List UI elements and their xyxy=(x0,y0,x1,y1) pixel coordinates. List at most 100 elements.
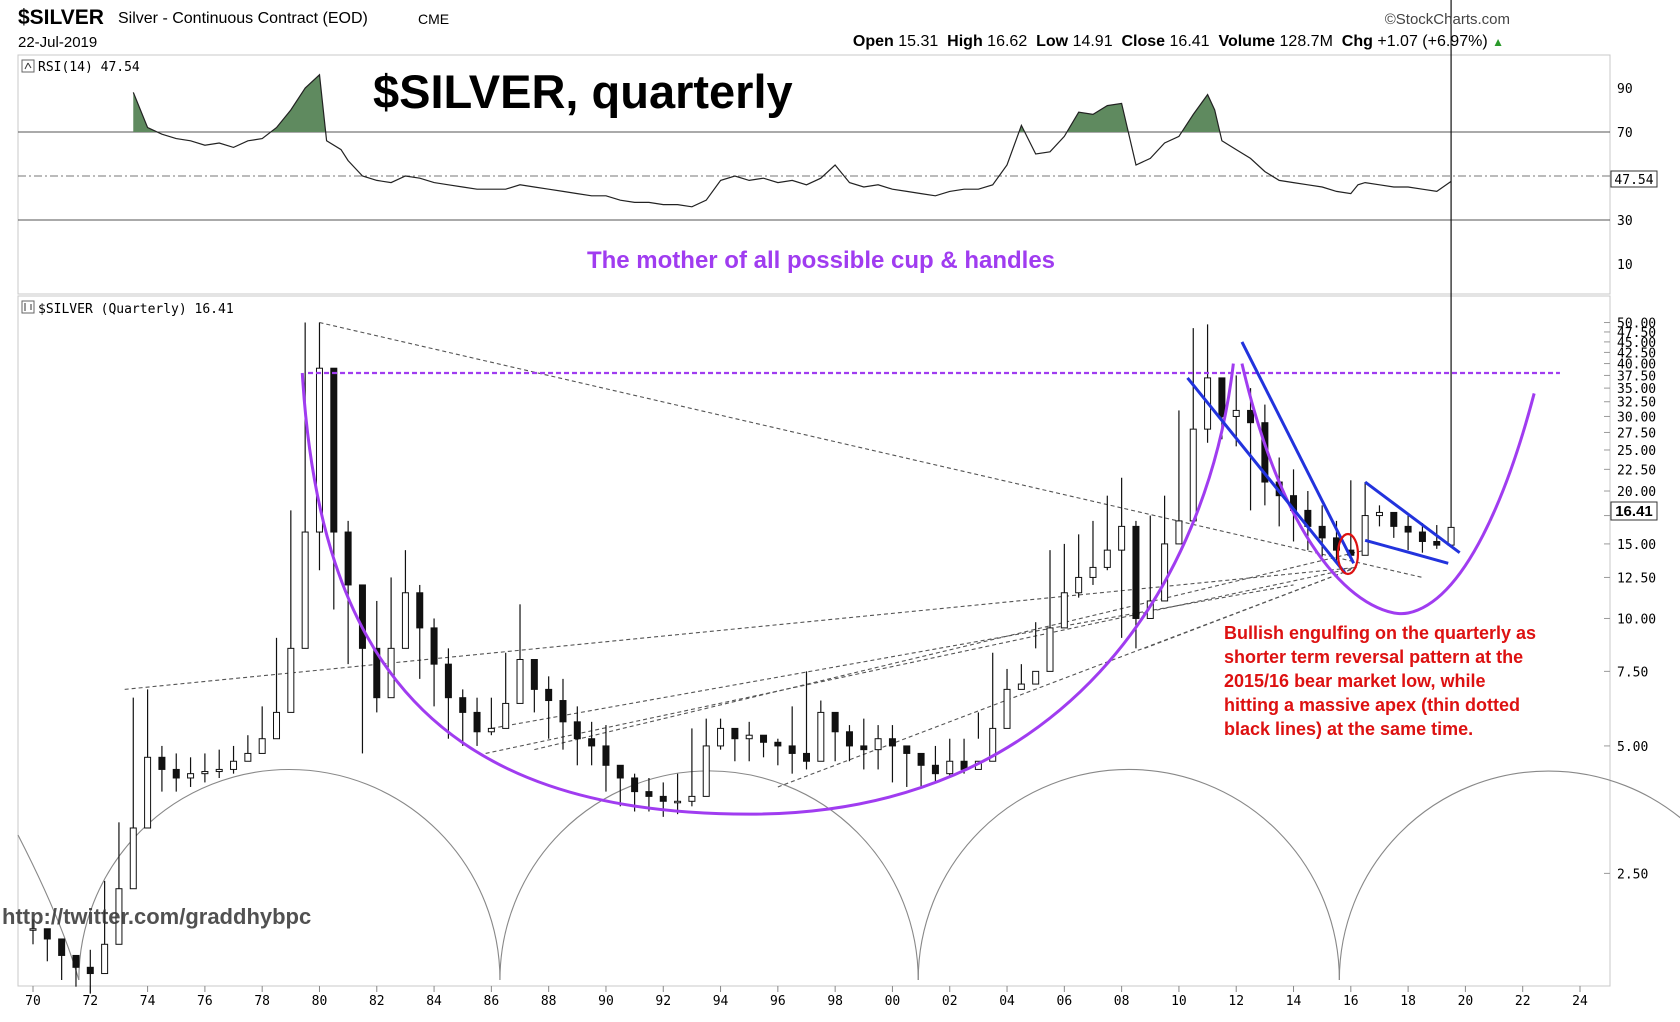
candle-body xyxy=(187,773,195,779)
rsi-panel-frame xyxy=(17,54,1611,295)
open-value: 15.31 xyxy=(898,33,939,50)
candle-body xyxy=(1418,531,1426,542)
note-line: Bullish engulfing on the quarterly as xyxy=(1224,623,1536,643)
ohlc-summary: Open 15.31 High 16.62 Low 14.91 Close 16… xyxy=(853,33,1504,51)
candle-body xyxy=(287,647,295,713)
candle-body xyxy=(86,966,94,975)
open-label: Open xyxy=(852,33,894,50)
price-y-tick: 45.00 xyxy=(1617,336,1656,351)
dotted-trendline xyxy=(485,566,1357,754)
price-y-tick: 50.00 xyxy=(1617,317,1656,332)
candle-body xyxy=(1175,520,1183,545)
candle-body xyxy=(1433,540,1441,546)
rsi-overbought-area xyxy=(133,92,158,132)
cycle-arcs xyxy=(17,768,1680,981)
price-y-tick: 20.00 xyxy=(1617,485,1656,500)
x-tick-label: 04 xyxy=(999,994,1015,1009)
rsi-overbought-area xyxy=(1066,103,1129,132)
x-tick-label: 12 xyxy=(1228,994,1244,1009)
candle-body xyxy=(315,367,323,533)
x-tick-label: 24 xyxy=(1572,994,1588,1009)
svg-text:47.54: 47.54 xyxy=(1614,173,1653,188)
candle-body xyxy=(430,627,438,665)
x-tick-label: 06 xyxy=(1057,994,1073,1009)
candle-body xyxy=(530,659,538,690)
price-y-tick: 37.50 xyxy=(1617,369,1656,384)
x-tick-label: 78 xyxy=(254,994,270,1009)
x-tick-label: 10 xyxy=(1171,994,1187,1009)
candle-body xyxy=(201,771,209,775)
x-tick-label: 86 xyxy=(484,994,500,1009)
candle-body xyxy=(717,727,725,747)
candle-body xyxy=(788,745,796,754)
candle-body xyxy=(1032,670,1040,685)
rsi-y-tick: 90 xyxy=(1617,82,1633,97)
candle-body xyxy=(874,738,882,751)
note-line: shorter term reversal pattern at the xyxy=(1224,647,1523,667)
candle-body xyxy=(559,700,567,723)
candle-body xyxy=(330,367,338,533)
candle-body xyxy=(1060,592,1068,629)
price-y-axis: 50.0047.5045.0042.5040.0037.5035.0032.50… xyxy=(1604,317,1656,882)
source-credit[interactable]: ©StockCharts.com xyxy=(1384,11,1510,28)
candle-body xyxy=(158,756,166,770)
candle-body xyxy=(917,752,925,766)
candle-body xyxy=(1218,377,1226,417)
candle-body xyxy=(1390,511,1398,527)
candle-body xyxy=(745,734,753,740)
candle-body xyxy=(674,800,682,804)
candle-body xyxy=(803,752,810,762)
price-last-value-tag: 16.41 xyxy=(1610,501,1658,521)
close-value: 16.41 xyxy=(1169,33,1210,50)
symbol-label: $SILVER xyxy=(18,6,104,29)
candle-body xyxy=(602,745,610,766)
candle-body xyxy=(1017,683,1025,690)
x-tick-label: 96 xyxy=(770,994,786,1009)
candle-body xyxy=(401,592,409,649)
bullish-engulfing-note: Bullish engulfing on the quarterly as sho… xyxy=(1224,623,1536,739)
dotted-trendline xyxy=(777,566,1357,788)
candle-body xyxy=(72,954,80,968)
twitter-watermark: http://twitter.com/graddhybpc xyxy=(2,904,311,929)
channel-line-lower xyxy=(1186,376,1347,575)
candle-body xyxy=(845,731,853,747)
wedge-line-upper xyxy=(1364,480,1461,554)
candle-body xyxy=(659,795,667,802)
volume-label: Volume xyxy=(1218,33,1276,50)
engulfing-circle xyxy=(1336,532,1360,576)
candle-body xyxy=(516,659,524,704)
candle-body xyxy=(416,592,424,629)
x-tick-label: 72 xyxy=(82,994,98,1009)
price-y-tick: 15.00 xyxy=(1617,538,1656,553)
candle-body xyxy=(1089,566,1097,578)
x-tick-label: 94 xyxy=(713,994,729,1009)
price-panel-frame xyxy=(17,295,1611,987)
wedge-line-lower xyxy=(1364,538,1449,565)
candle-body xyxy=(344,531,352,586)
x-tick-label: 74 xyxy=(140,994,156,1009)
candle-body xyxy=(258,738,266,754)
rsi-overbought-fill xyxy=(133,74,1220,132)
candle-body xyxy=(373,647,381,699)
rsi-overbought-area xyxy=(1181,94,1220,132)
chart-date: 22-Jul-2019 xyxy=(18,34,98,51)
note-line: black lines) at the same time. xyxy=(1224,719,1473,739)
channel-line-upper xyxy=(1240,341,1356,564)
candle-body xyxy=(172,768,180,779)
candle-body xyxy=(129,827,137,890)
candle-body xyxy=(645,791,653,797)
candle-body xyxy=(487,727,495,733)
candle-body xyxy=(1003,688,1011,729)
up-arrow-icon: ▲ xyxy=(1492,35,1504,49)
candle-body xyxy=(1189,428,1197,522)
candle-body xyxy=(545,688,553,702)
candle-body xyxy=(29,928,37,931)
x-tick-label: 16 xyxy=(1343,994,1359,1009)
candle-body xyxy=(1103,549,1111,568)
candle-body xyxy=(1247,409,1255,424)
rsi-last-value-tag: 47.54 xyxy=(1610,170,1658,188)
candle-body xyxy=(903,745,911,754)
x-tick-label: 82 xyxy=(369,994,385,1009)
dotted-trendline xyxy=(124,566,1357,690)
candle-body xyxy=(760,734,768,743)
